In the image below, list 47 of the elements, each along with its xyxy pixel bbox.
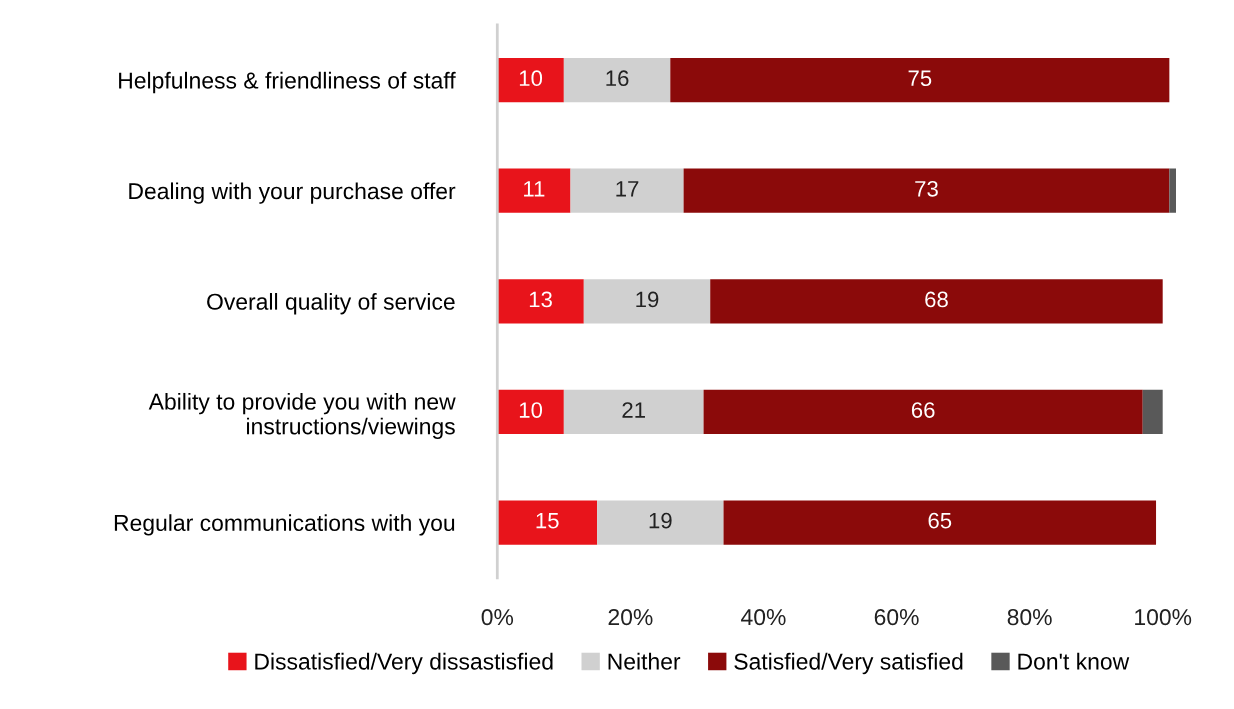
bar <box>597 500 724 545</box>
x-tick-label: 20% <box>608 609 653 626</box>
bar <box>710 279 1163 324</box>
bar <box>1169 168 1176 213</box>
data-label: 68 <box>925 291 948 308</box>
x-tick-label: 80% <box>1007 609 1052 626</box>
x-tick-label: 100% <box>1135 609 1192 626</box>
data-label: 11 <box>524 181 545 197</box>
y-tick-label: Regular communications with you <box>114 514 455 536</box>
data-label: 19 <box>636 291 659 308</box>
bar <box>563 58 671 103</box>
data-label: 66 <box>911 402 935 418</box>
bar <box>497 500 598 545</box>
data-label: 15 <box>536 512 559 529</box>
bar <box>583 279 711 324</box>
bar <box>497 168 571 213</box>
data-label: 10 <box>519 402 543 418</box>
bar <box>497 58 564 103</box>
y-tick-label: Overall quality of service <box>207 293 455 315</box>
data-label: 73 <box>915 180 938 197</box>
x-tick-label: 60% <box>874 609 919 626</box>
bar <box>497 389 564 435</box>
bar <box>497 279 584 324</box>
legend-label: Satisfied/Very satisfied <box>734 652 963 675</box>
bar <box>703 389 1143 435</box>
bar <box>570 168 684 213</box>
data-label: 17 <box>616 181 639 197</box>
x-tick-label: 40% <box>741 609 786 626</box>
y-tick-label: Ability to provide you with new instructions/viewings <box>148 392 456 439</box>
data-label: 13 <box>529 291 552 308</box>
data-label: 19 <box>649 512 672 529</box>
y-tick-label: Dealing with your purchase offer <box>129 182 456 204</box>
bar <box>563 389 704 435</box>
data-label: 10 <box>519 70 543 87</box>
legend-label: Dissatisfied/Very dissastisfied <box>255 652 553 675</box>
data-label: 65 <box>928 512 952 529</box>
data-label: 21 <box>622 402 645 418</box>
legend-label: Don't know <box>1018 652 1130 670</box>
bar <box>723 500 1157 545</box>
data-label: 75 <box>908 70 932 87</box>
data-label: 16 <box>606 70 629 87</box>
y-tick-label: Helpfulness & friendliness of staff <box>119 71 456 94</box>
bar <box>670 58 1170 103</box>
bar <box>1142 389 1163 435</box>
legend-label: Neither <box>608 652 681 670</box>
bar <box>683 168 1170 213</box>
x-tick-label: 0% <box>481 609 514 626</box>
